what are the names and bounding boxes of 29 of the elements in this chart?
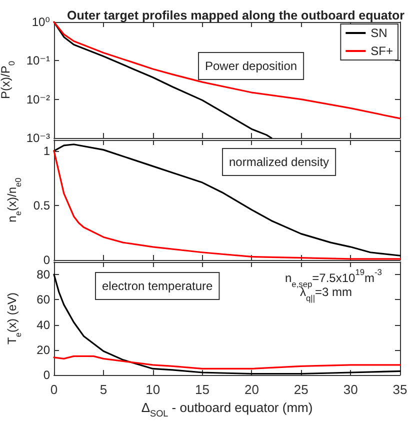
y-tick-label: 0 xyxy=(43,253,50,267)
line-series xyxy=(53,355,401,370)
x-tick-label: 35 xyxy=(392,382,408,397)
x-tick-label: 5 xyxy=(100,382,108,397)
y-axis-title: ne(x)/ne0 xyxy=(5,177,23,222)
y-tick-label: 10⁻¹ xyxy=(26,54,50,68)
x-tick-label: 15 xyxy=(195,382,210,397)
y-tick-label: 80 xyxy=(36,268,50,282)
y-axis-title: P(x)/P0 xyxy=(0,60,16,99)
y-tick-label: 10⁻³ xyxy=(26,131,50,145)
annotation: Power deposition xyxy=(205,59,298,73)
y-tick-label: 40 xyxy=(36,318,50,332)
y-tick-label: 60 xyxy=(36,292,50,307)
y-tick-label: 0.5 xyxy=(33,198,50,212)
chart-title: Outer target profiles mapped along the outboard equator xyxy=(67,8,405,22)
y-tick-label: 1 xyxy=(43,144,50,158)
annotation: electron temperature xyxy=(102,279,214,293)
y-axis-title: Te(x) (eV) xyxy=(5,292,23,344)
legend-label: SF+ xyxy=(370,44,393,58)
y-tick-label: 0 xyxy=(43,368,50,382)
x-tick-label: 20 xyxy=(244,382,259,397)
annotation: normalized density xyxy=(229,155,330,169)
legend-label: SN xyxy=(370,26,388,40)
y-tick-label: 10⁰ xyxy=(32,15,50,29)
y-tick-label: 20 xyxy=(36,342,50,357)
x-tick-label: 25 xyxy=(294,382,308,397)
x-tick-label: 10 xyxy=(146,382,160,397)
y-tick-label: 10⁻² xyxy=(26,92,50,106)
x-tick-label: 30 xyxy=(343,382,358,397)
